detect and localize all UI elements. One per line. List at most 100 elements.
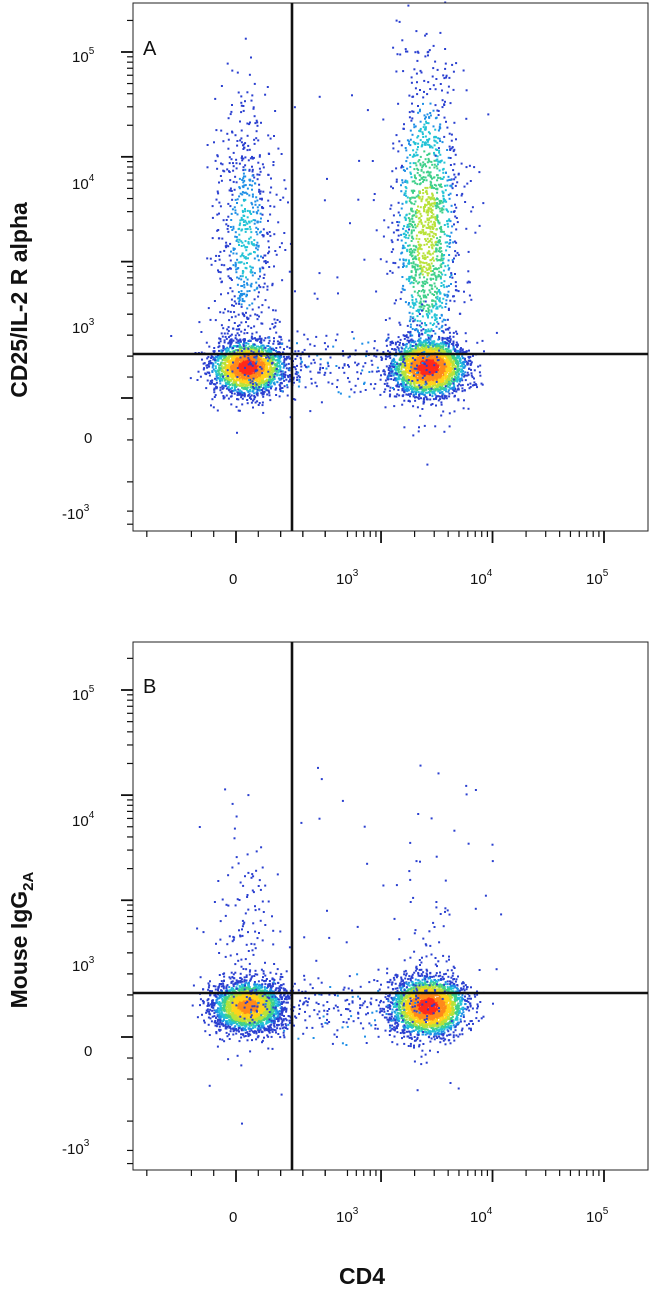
event-dot — [250, 345, 253, 348]
event-dot — [242, 363, 245, 366]
event-dot — [237, 392, 240, 395]
event-dot — [270, 366, 273, 369]
event-dot — [453, 385, 456, 388]
event-dot — [446, 385, 449, 387]
event-dot — [455, 390, 458, 393]
event-dot — [252, 344, 255, 347]
event-dot — [450, 380, 453, 382]
event-dot — [399, 338, 402, 341]
event-dot — [267, 379, 270, 382]
event-dot — [448, 343, 451, 345]
event-dot — [217, 359, 220, 362]
event-dot — [450, 366, 453, 369]
event-dot — [252, 369, 255, 372]
event-dot — [409, 368, 412, 371]
event-dot — [454, 362, 457, 364]
event-dot — [420, 358, 423, 361]
event-dot — [429, 365, 432, 368]
event-dot — [259, 361, 262, 364]
event-dot — [272, 164, 275, 167]
event-dot — [405, 376, 408, 379]
event-dot — [434, 370, 436, 373]
event-dot — [277, 343, 280, 346]
event-dot — [228, 162, 231, 165]
event-dot — [442, 337, 445, 340]
event-dot — [452, 355, 455, 358]
event-dot — [415, 348, 418, 351]
event-dot — [453, 384, 456, 387]
event-dot — [246, 149, 249, 152]
event-dot — [281, 375, 284, 378]
event-dot — [246, 361, 249, 364]
event-dot — [448, 395, 451, 398]
event-dot — [408, 367, 411, 370]
event-dot — [294, 372, 297, 375]
event-dot — [260, 341, 263, 344]
event-dot — [443, 350, 446, 353]
event-dot — [216, 363, 219, 365]
event-dot — [242, 343, 245, 346]
event-dot — [264, 337, 267, 340]
event-dot — [276, 351, 279, 354]
event-dot — [228, 360, 231, 362]
event-dot — [426, 385, 429, 388]
event-dot — [443, 388, 446, 391]
event-dot — [440, 383, 443, 386]
event-dot — [408, 354, 411, 357]
event-dot — [392, 342, 394, 345]
event-dot — [234, 345, 237, 347]
event-dot — [458, 358, 461, 361]
event-dot — [259, 370, 262, 373]
event-dot — [421, 349, 424, 352]
event-dot — [441, 372, 444, 375]
event-dot — [230, 355, 233, 358]
event-dot — [426, 367, 429, 370]
event-dot — [464, 332, 467, 335]
event-dot — [437, 378, 440, 381]
event-dot — [264, 386, 267, 389]
event-dot — [430, 376, 433, 379]
event-dot — [256, 339, 259, 342]
event-dot — [266, 358, 268, 361]
event-dot — [220, 356, 223, 359]
event-dot — [435, 366, 438, 369]
event-dot — [447, 365, 450, 368]
event-dot — [429, 356, 432, 358]
event-dot — [256, 376, 259, 378]
event-dot — [234, 349, 237, 352]
event-dot — [242, 366, 244, 369]
event-dot — [258, 363, 260, 365]
event-dot — [262, 359, 265, 362]
event-dot — [446, 336, 449, 339]
event-dot — [211, 355, 214, 358]
event-dot — [436, 388, 439, 391]
event-dot — [417, 386, 420, 389]
event-dot — [442, 366, 444, 369]
event-dot — [239, 363, 241, 366]
event-dot — [280, 242, 283, 245]
event-dot — [402, 384, 405, 387]
event-dot — [481, 383, 484, 386]
event-dot — [223, 341, 226, 344]
event-dot — [432, 381, 435, 384]
event-dot — [425, 354, 428, 357]
event-dot — [433, 390, 436, 393]
event-dot — [241, 373, 244, 376]
event-dot — [226, 383, 229, 386]
event-dot — [254, 313, 257, 316]
event-dot — [412, 395, 415, 398]
event-dot — [392, 379, 395, 381]
event-dot — [414, 362, 417, 365]
event-dot — [415, 392, 417, 394]
event-dot — [429, 374, 432, 377]
event-dot — [459, 370, 462, 373]
event-dot — [229, 379, 232, 382]
event-dot — [237, 325, 239, 328]
event-dot — [382, 370, 385, 373]
event-dot — [275, 394, 278, 396]
event-dot — [442, 393, 445, 396]
event-dot — [433, 376, 436, 379]
event-dot — [447, 367, 450, 369]
event-dot — [240, 330, 243, 333]
event-dot — [448, 362, 451, 364]
